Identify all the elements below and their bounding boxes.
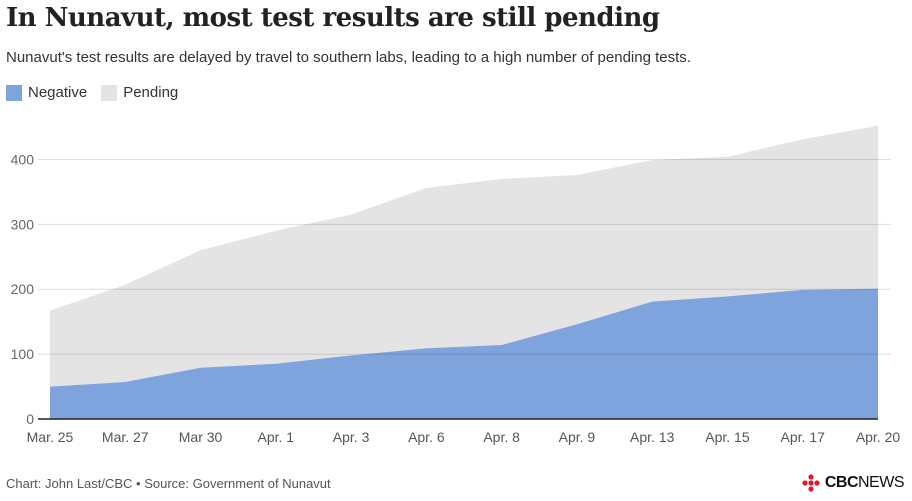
legend-label-negative: Negative: [28, 84, 88, 101]
x-tick-label: Apr. 9: [559, 429, 596, 445]
legend-item-pending: Pending: [101, 84, 178, 101]
area-pending: [50, 125, 878, 387]
y-tick-label: 0: [26, 411, 34, 427]
legend-label-pending: Pending: [123, 84, 179, 101]
x-tick-label: Mar. 25: [27, 429, 74, 445]
cbc-gem-icon: [802, 474, 820, 492]
x-tick-label: Apr. 20: [856, 429, 901, 445]
legend-item-negative: Negative: [6, 84, 87, 101]
chart-credit: Chart: John Last/CBC • Source: Governmen…: [6, 476, 331, 491]
chart-subtitle: Nunavut's test results are delayed by tr…: [6, 49, 691, 66]
y-tick-label: 200: [11, 281, 35, 297]
logo-suffix: NEWS: [858, 474, 905, 491]
x-tick-label: Mar. 27: [102, 429, 149, 445]
chart-title: In Nunavut, most test results are still …: [6, 3, 660, 33]
y-tick-label: 100: [11, 346, 35, 362]
x-tick-label: Apr. 3: [333, 429, 370, 445]
logo-brand: CBC: [824, 474, 859, 491]
y-tick-label: 400: [11, 151, 35, 167]
x-tick-label: Apr. 17: [781, 429, 826, 445]
y-tick-label: 300: [11, 216, 35, 232]
legend-swatch-pending: [101, 84, 118, 101]
x-tick-label: Apr. 1: [258, 429, 295, 445]
x-tick-label: Apr. 13: [630, 429, 675, 445]
x-tick-label: Apr. 6: [408, 429, 445, 445]
area-negative: [50, 288, 878, 419]
x-tick-label: Apr. 8: [483, 429, 520, 445]
cbc-news-logo: CBC NEWS: [802, 474, 905, 492]
x-tick-label: Apr. 15: [705, 429, 750, 445]
legend: Negative Pending: [6, 84, 192, 101]
x-tick-label: Mar 30: [179, 429, 223, 445]
legend-swatch-negative: [6, 84, 22, 101]
